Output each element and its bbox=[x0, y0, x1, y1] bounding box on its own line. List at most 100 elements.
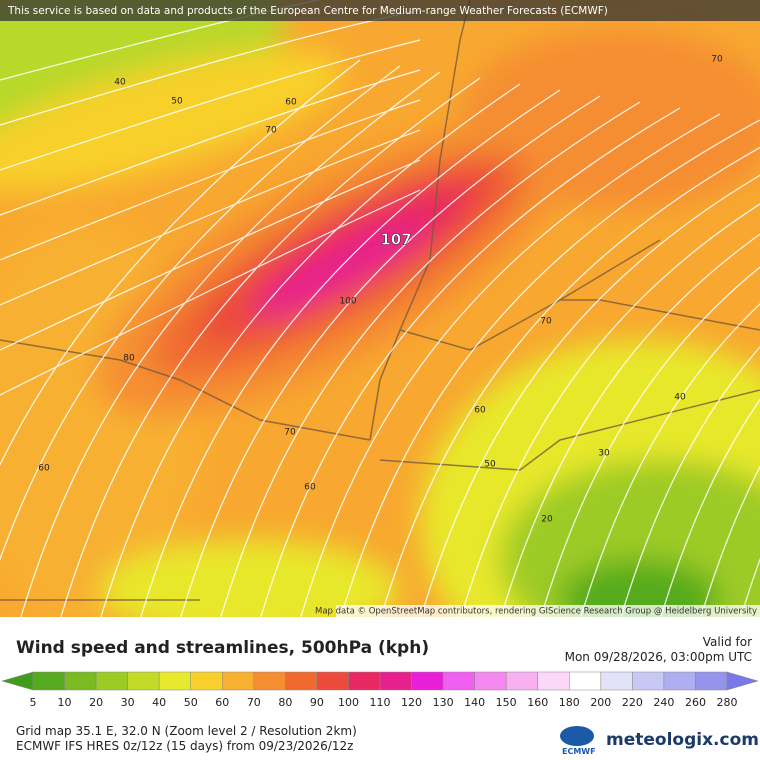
streamline bbox=[620, 346, 760, 617]
contour-label: 70 bbox=[540, 317, 552, 327]
colorbar-swatch bbox=[600, 671, 633, 691]
colorbar-swatch bbox=[663, 671, 696, 691]
ecmwf-logo: ECMWF bbox=[562, 747, 596, 756]
contour-label: 60 bbox=[304, 483, 316, 493]
contour-label: 107 bbox=[380, 231, 411, 249]
colorbar-swatch bbox=[348, 671, 381, 691]
streamline bbox=[0, 65, 401, 562]
colorbar-swatch bbox=[95, 671, 128, 691]
colorbar-label: 10 bbox=[58, 696, 72, 709]
colorbar-label: 60 bbox=[215, 696, 229, 709]
streamline bbox=[540, 266, 760, 617]
streamline bbox=[500, 233, 760, 617]
contour-label: 30 bbox=[598, 449, 610, 459]
valid-label: Valid for bbox=[702, 635, 752, 649]
streamline bbox=[0, 59, 361, 467]
meteologix-logo[interactable]: meteologix.com bbox=[606, 730, 759, 750]
contour-label: 20 bbox=[541, 515, 553, 525]
contour-label: 80 bbox=[123, 354, 135, 364]
colorbar-label: 150 bbox=[496, 696, 517, 709]
colorbar-label: 280 bbox=[717, 696, 738, 709]
colorbar-label: 200 bbox=[590, 696, 611, 709]
colorbar-label: 50 bbox=[184, 696, 198, 709]
streamline bbox=[180, 95, 601, 617]
title: Wind speed and streamlines, 500hPa (kph) bbox=[16, 638, 430, 658]
colorbar-swatch bbox=[442, 671, 475, 691]
contour-label: 70 bbox=[711, 55, 723, 65]
streamline bbox=[0, 129, 421, 306]
streamline bbox=[20, 71, 441, 617]
colorbar-swatch bbox=[127, 671, 160, 691]
colorbar-arrow bbox=[726, 671, 759, 691]
colorbar-label: 80 bbox=[278, 696, 292, 709]
colorbar-label: 20 bbox=[89, 696, 103, 709]
streamline bbox=[260, 107, 681, 617]
colorbar-swatch bbox=[505, 671, 538, 691]
colorbar-label: 90 bbox=[310, 696, 324, 709]
streamline bbox=[580, 303, 760, 617]
colorbar-label: 140 bbox=[464, 696, 485, 709]
colorbar-label: 5 bbox=[30, 696, 37, 709]
streamline bbox=[380, 146, 760, 617]
colorbar-label: 120 bbox=[401, 696, 422, 709]
streamline bbox=[340, 119, 760, 617]
streamline bbox=[0, 189, 421, 396]
colorbar-swatch bbox=[537, 671, 570, 691]
colorbar-label: 160 bbox=[527, 696, 548, 709]
notice-bar bbox=[0, 0, 760, 21]
streamlines bbox=[0, 0, 760, 617]
streamline bbox=[140, 89, 561, 617]
streamline bbox=[0, 9, 421, 126]
colorbar-label: 220 bbox=[622, 696, 643, 709]
streamline bbox=[0, 39, 421, 171]
contour-label: 70 bbox=[284, 428, 296, 438]
footer-line: Grid map 35.1 E, 32.0 N (Zoom level 2 / … bbox=[16, 724, 357, 738]
streamline bbox=[0, 99, 421, 261]
contour-label: 50 bbox=[171, 97, 183, 107]
colorbar-label: 130 bbox=[433, 696, 454, 709]
colorbar-swatch bbox=[253, 671, 286, 691]
colorbar-swatch bbox=[569, 671, 602, 691]
colorbar-arrow bbox=[1, 671, 34, 691]
contour-label: 60 bbox=[38, 464, 50, 474]
colorbar-label: 240 bbox=[653, 696, 674, 709]
streamline bbox=[300, 113, 721, 617]
contour-label: 40 bbox=[674, 393, 686, 403]
streamline bbox=[460, 203, 760, 617]
colorbar-swatch bbox=[316, 671, 349, 691]
colorbar-label: 110 bbox=[370, 696, 391, 709]
contour-label: 60 bbox=[285, 98, 297, 108]
contour-label: 70 bbox=[265, 126, 277, 136]
borders bbox=[0, 0, 760, 601]
colorbar-swatch bbox=[222, 671, 255, 691]
colorbar-label: 40 bbox=[152, 696, 166, 709]
map-attribution: Map data © OpenStreetMap contributors, r… bbox=[315, 607, 757, 617]
attribution-bg bbox=[336, 605, 760, 617]
notice: This service is based on data and produc… bbox=[7, 5, 608, 17]
footer-line: ECMWF IFS HRES 0z/12z (15 days) from 09/… bbox=[16, 739, 354, 753]
streamline bbox=[0, 159, 421, 351]
streamline bbox=[100, 83, 521, 617]
streamline bbox=[0, 0, 321, 81]
colorbar-swatch bbox=[158, 671, 191, 691]
colorbar-label: 30 bbox=[121, 696, 135, 709]
colorbar-swatch bbox=[695, 671, 728, 691]
contour-label: 60 bbox=[474, 406, 486, 416]
ecmwf-icon bbox=[560, 726, 594, 746]
colorbar-swatch bbox=[411, 671, 444, 691]
colorbar-label: 70 bbox=[247, 696, 261, 709]
colorbar-swatch bbox=[632, 671, 665, 691]
colorbar-swatch bbox=[474, 671, 507, 691]
colorbar-label: 260 bbox=[685, 696, 706, 709]
map: This service is based on data and produc… bbox=[0, 0, 760, 617]
streamline bbox=[60, 77, 481, 617]
colorbar-label: 100 bbox=[338, 696, 359, 709]
colorbar-swatch bbox=[190, 671, 223, 691]
colorbar-swatch bbox=[32, 671, 65, 691]
valid-time: Mon 09/28/2026, 03:00pm UTC bbox=[564, 650, 752, 664]
streamline bbox=[700, 465, 760, 617]
colorbar-swatch bbox=[379, 671, 412, 691]
colorbar-swatch bbox=[64, 671, 97, 691]
streamline bbox=[660, 398, 760, 617]
